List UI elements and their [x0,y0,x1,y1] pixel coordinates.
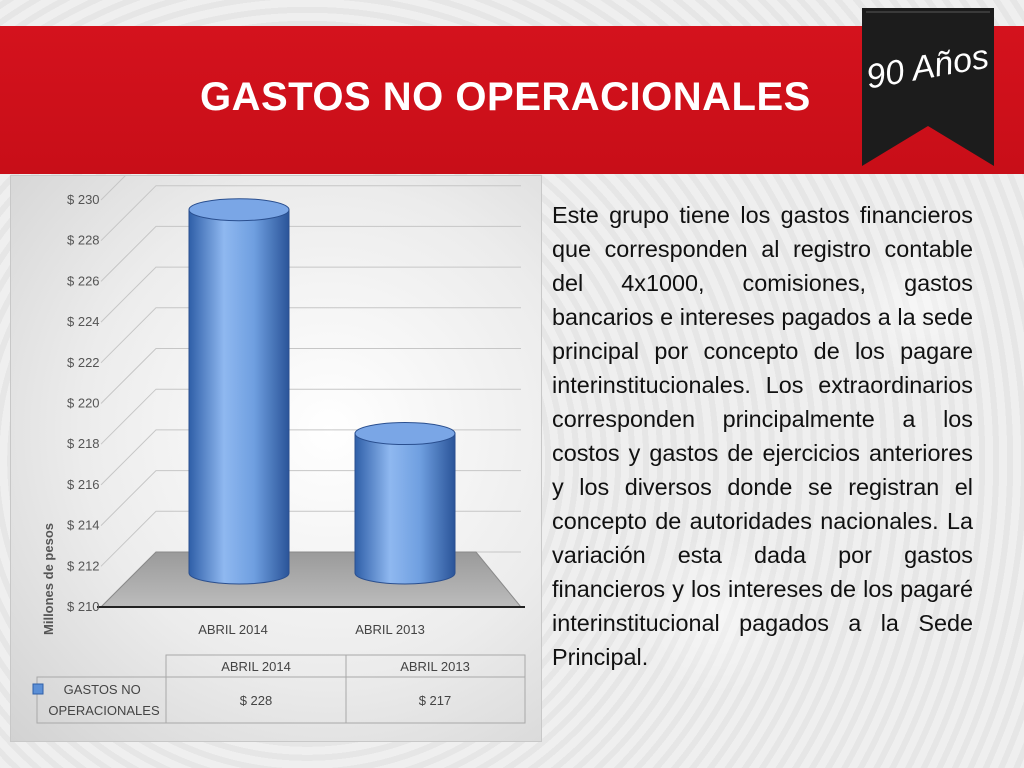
y-tick-label: $ 216 [67,477,100,492]
title-band [0,26,1024,174]
chart-floor [99,551,523,608]
description-text: Este grupo tiene los gastos financieros … [552,202,973,670]
y-tick-label: $ 226 [67,273,100,288]
data-table: ABRIL 2014 ABRIL 2013 GASTOS NO OPERACIO… [32,654,526,724]
table-header-abril-2013: ABRIL 2013 [400,659,470,674]
y-tick-label: $ 212 [67,558,100,573]
gridline [100,144,521,201]
series-label-line2: OPERACIONALES [48,703,160,718]
bar-abril-2013 [354,422,456,585]
table-series-label: GASTOS NO OPERACIONALES [48,682,160,718]
page-title: GASTOS NO OPERACIONALES [200,75,811,119]
table-header-abril-2014: ABRIL 2014 [221,659,291,674]
chart-panel: $ 210 $ 212 $ 214 $ 216 $ 218 $ 220 $ 222 $ 224… [10,144,542,742]
anniversary-badge: 90 Años [862,8,994,166]
bar-abril-2014 [188,198,290,585]
gridline [100,225,521,282]
gridline [100,266,521,323]
series-label-line1: GASTOS NO [64,682,141,697]
y-tick-label: $ 214 [67,518,100,533]
gridline [100,348,521,404]
y-tick-label: $ 210 [67,599,100,614]
table-value-abril-2014: $ 228 [240,693,273,708]
bar-body [188,209,290,585]
category-label-layer: ABRIL 2014 ABRIL 2013 [198,622,425,637]
bar-top [354,422,456,446]
gridline [100,307,521,364]
y-tick-label: $ 228 [67,233,100,248]
y-tick-layer: $ 210 $ 212 $ 214 $ 216 $ 218 $ 220 $ 222 $ 224… [67,192,100,614]
gridline [100,429,521,486]
badge-ribbon [862,8,994,166]
y-tick-label: $ 220 [67,396,100,411]
y-tick-label: $ 230 [67,192,100,207]
gridline [100,185,521,242]
y-tick-label: $ 222 [67,355,100,370]
x-tick-label: ABRIL 2014 [198,622,268,637]
floor-layer [97,551,525,608]
gridline [100,388,521,445]
bars-layer [188,198,456,585]
grid-layer [100,144,521,608]
y-axis-label: Millones de pesos [41,523,56,635]
y-tick-label: $ 224 [67,314,100,329]
gridline [100,470,521,526]
bar-chart: $ 210 $ 212 $ 214 $ 216 $ 218 $ 220 $ 222 $ 224… [32,144,526,724]
y-tick-label: $ 218 [67,436,100,451]
legend-swatch [32,683,44,695]
bar-top [188,198,290,222]
table-value-abril-2013: $ 217 [419,693,452,708]
x-tick-label: ABRIL 2013 [355,622,425,637]
bar-body [354,433,456,585]
